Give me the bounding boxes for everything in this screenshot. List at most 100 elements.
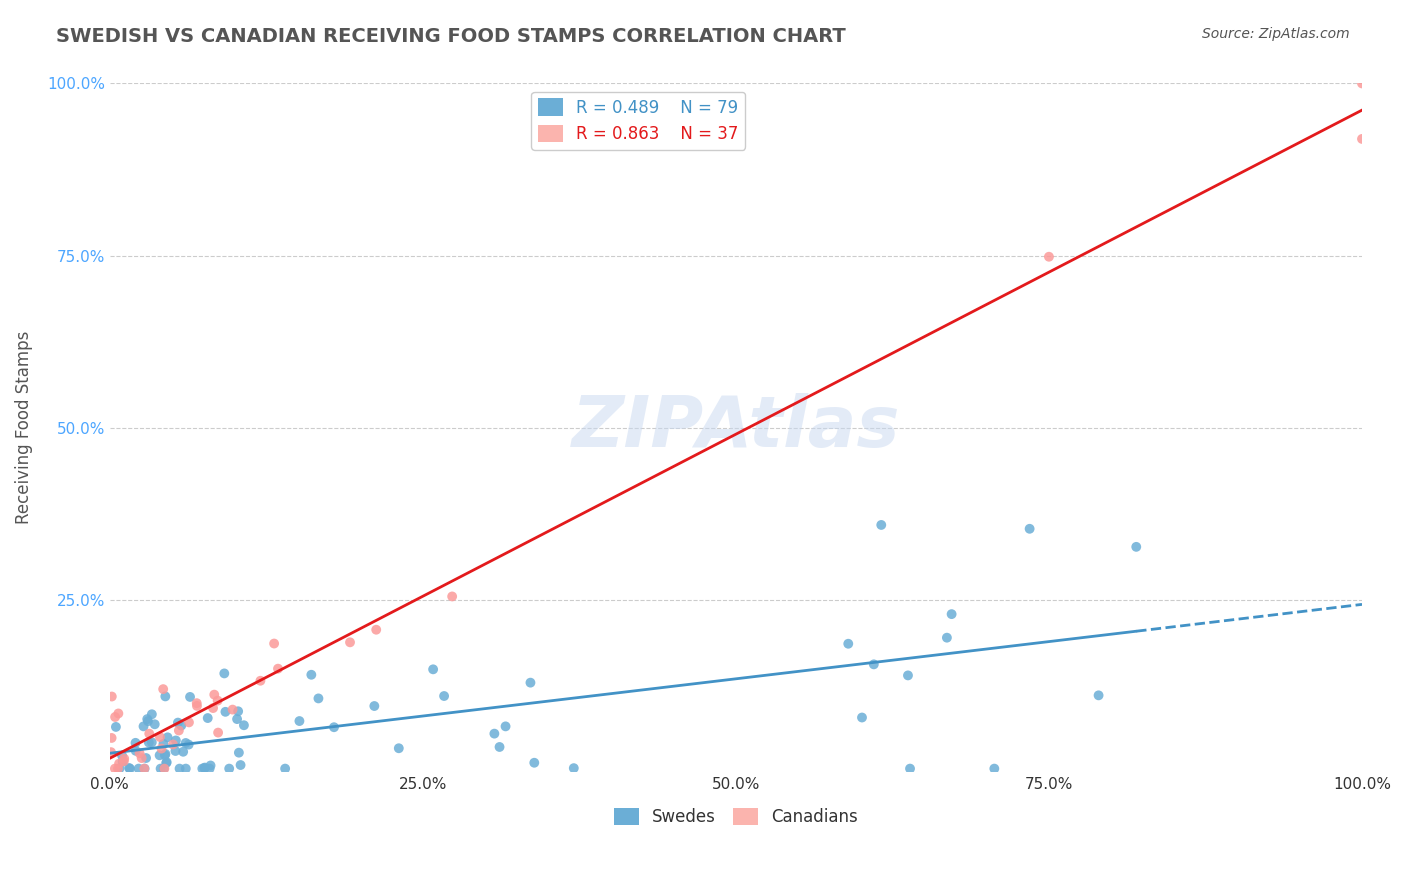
Point (870, 518, 893, 533)
Point (1087, 689, 1109, 703)
Point (118, 761, 141, 775)
Point (202, 701, 225, 715)
Point (155, 690, 177, 704)
Point (197, 711, 219, 725)
Point (169, 762, 191, 776)
Point (323, 720, 346, 734)
Point (488, 739, 510, 754)
Point (107, 762, 129, 776)
Point (226, 712, 249, 726)
Point (221, 703, 243, 717)
Point (104, 762, 127, 776)
Point (232, 718, 254, 732)
Point (519, 675, 541, 690)
Point (128, 762, 150, 776)
Point (339, 635, 361, 649)
Point (1351, 77, 1374, 91)
Point (228, 746, 250, 760)
Point (274, 762, 297, 776)
Point (422, 662, 444, 676)
Point (229, 758, 252, 772)
Point (108, 762, 131, 776)
Point (138, 726, 160, 740)
Point (495, 719, 517, 733)
Point (207, 693, 229, 707)
Point (186, 696, 208, 710)
Point (134, 762, 156, 776)
Point (156, 756, 179, 770)
Point (288, 714, 311, 728)
Point (172, 745, 194, 759)
Text: SWEDISH VS CANADIAN RECEIVING FOOD STAMPS CORRELATION CHART: SWEDISH VS CANADIAN RECEIVING FOOD STAMP… (56, 27, 846, 45)
Point (153, 762, 176, 776)
Point (128, 746, 150, 760)
Point (388, 741, 411, 756)
Point (135, 751, 157, 765)
Point (897, 668, 920, 682)
Point (134, 762, 156, 776)
Point (100, 731, 122, 745)
Point (441, 590, 464, 604)
Point (983, 762, 1005, 776)
Point (101, 690, 124, 704)
Point (162, 738, 184, 752)
Point (152, 737, 174, 751)
Point (132, 719, 155, 733)
Point (153, 748, 176, 763)
Point (153, 762, 176, 776)
Point (249, 673, 271, 688)
Point (191, 762, 214, 776)
Point (186, 698, 208, 713)
Point (200, 758, 222, 772)
Point (202, 688, 225, 702)
Point (136, 712, 159, 726)
Point (214, 705, 236, 719)
Point (104, 710, 127, 724)
Point (112, 752, 135, 766)
Point (100, 745, 122, 759)
Point (156, 731, 179, 745)
Legend: Swedes, Canadians: Swedes, Canadians (607, 801, 865, 832)
Point (433, 689, 456, 703)
Point (149, 762, 172, 776)
Point (174, 762, 197, 776)
Point (1018, 522, 1040, 536)
Point (155, 756, 177, 770)
Point (941, 607, 963, 621)
Point (218, 762, 240, 776)
Y-axis label: Receiving Food Stamps: Receiving Food Stamps (15, 331, 32, 524)
Point (141, 735, 163, 749)
Point (167, 723, 190, 738)
Point (118, 762, 141, 776)
Point (111, 748, 134, 763)
Point (179, 690, 201, 704)
Point (124, 736, 146, 750)
Point (125, 744, 148, 758)
Text: ZIPAtlas: ZIPAtlas (572, 393, 900, 462)
Point (149, 748, 172, 763)
Point (155, 747, 177, 761)
Point (143, 717, 166, 731)
Point (299, 667, 322, 681)
Point (174, 736, 197, 750)
Point (363, 699, 385, 714)
Point (167, 715, 190, 730)
Point (935, 631, 957, 645)
Point (165, 744, 187, 758)
Point (226, 704, 249, 718)
Point (131, 751, 153, 765)
Point (104, 720, 127, 734)
Point (141, 707, 163, 722)
Point (165, 733, 187, 747)
Point (198, 762, 221, 776)
Point (562, 761, 585, 775)
Point (263, 636, 285, 650)
Point (107, 706, 129, 721)
Point (898, 762, 921, 776)
Point (136, 714, 159, 729)
Point (111, 755, 134, 769)
Point (207, 725, 229, 739)
Point (214, 666, 236, 681)
Point (108, 756, 131, 771)
Point (177, 715, 200, 730)
